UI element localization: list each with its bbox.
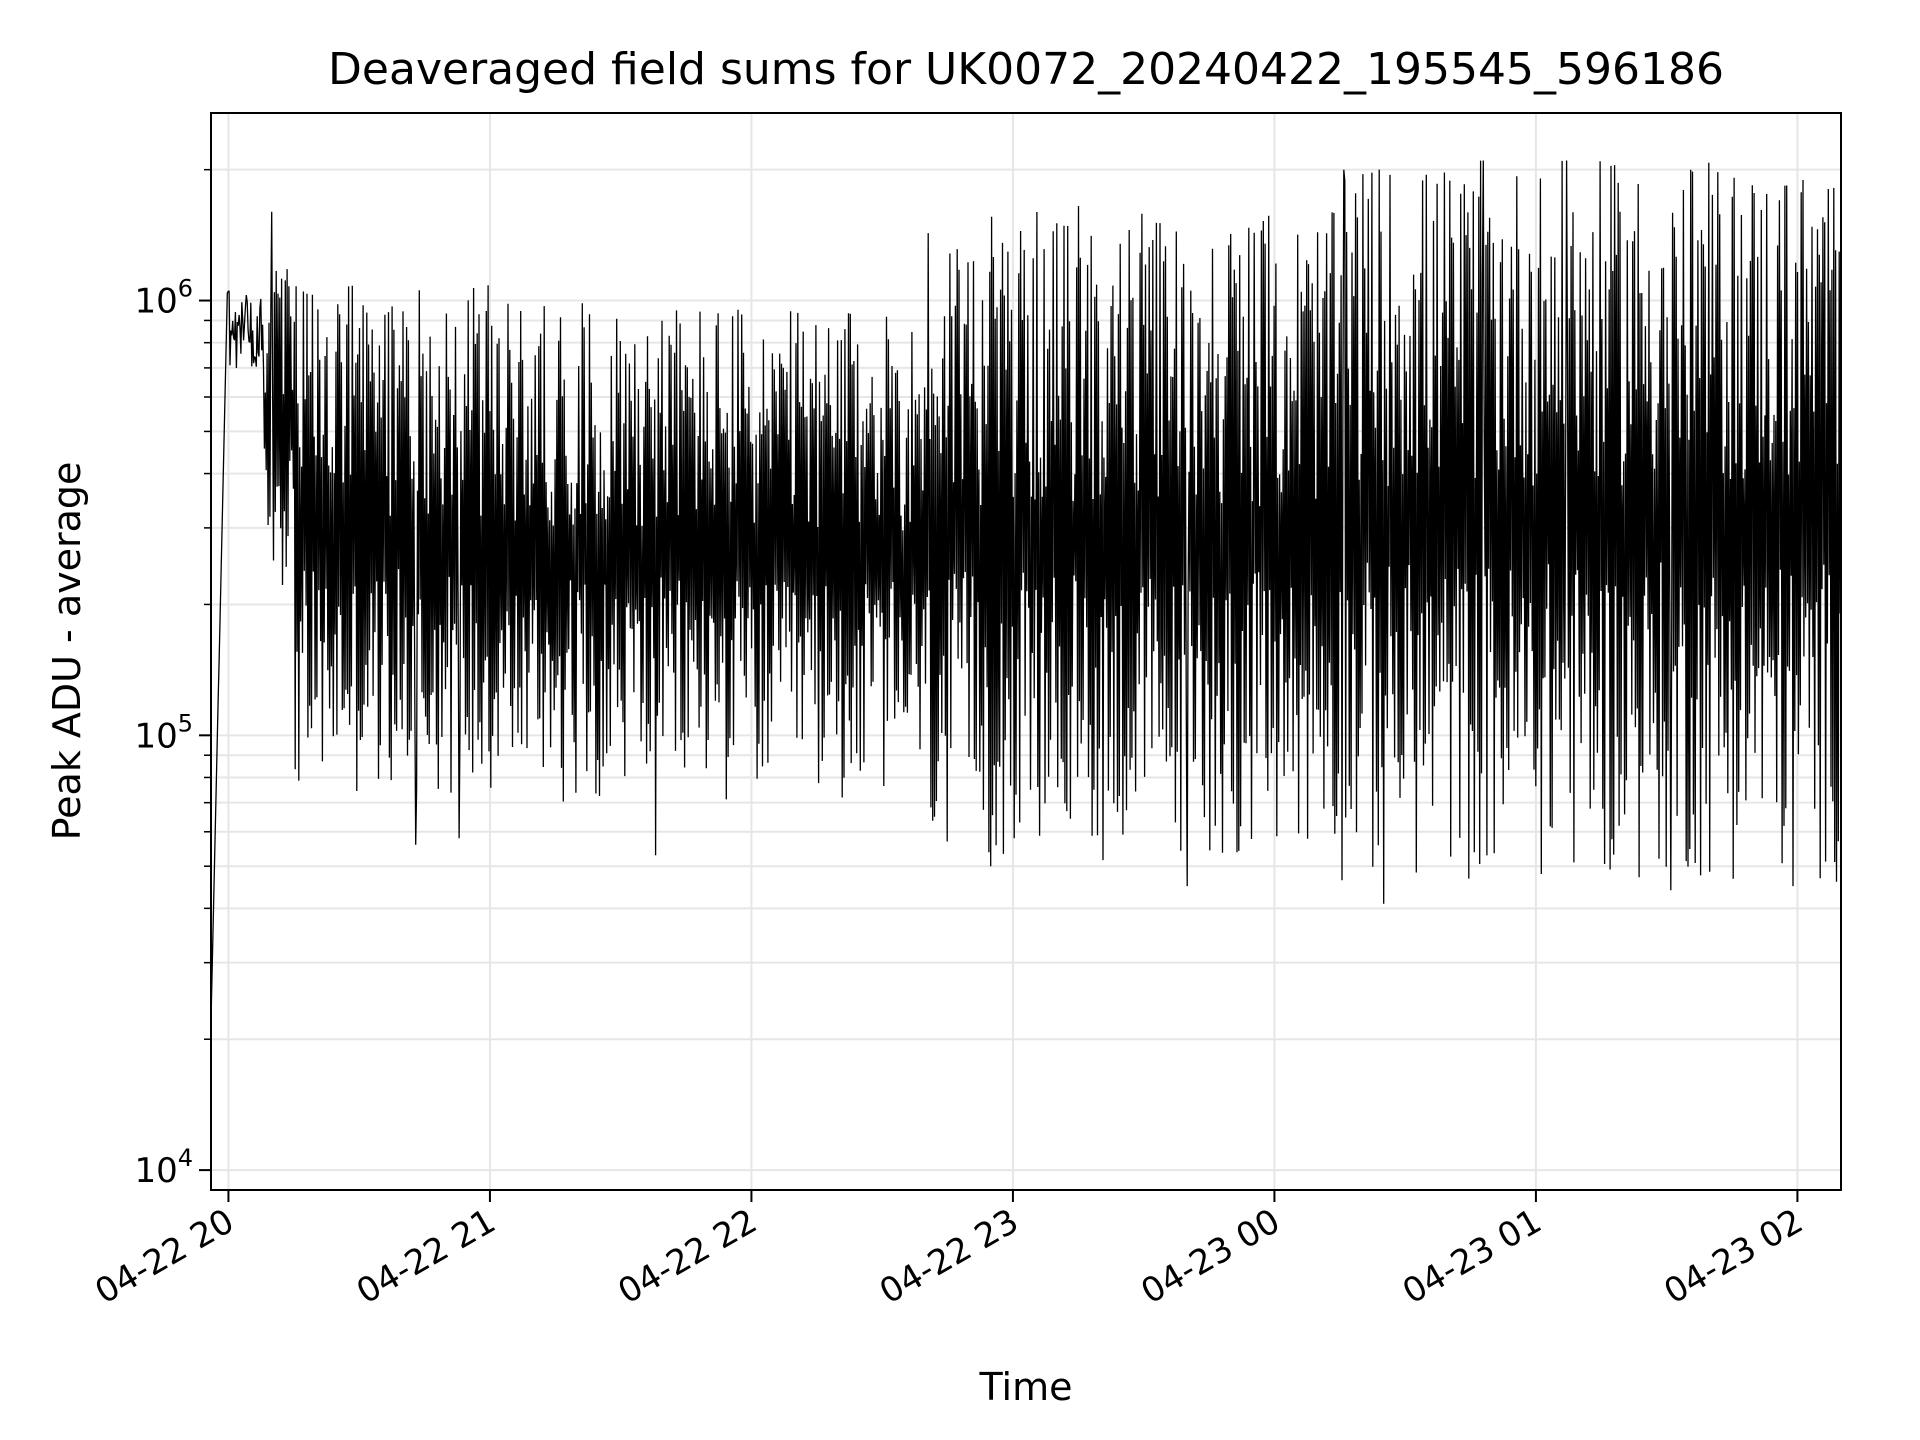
chart-title: Deaveraged field sums for UK0072_2024042… <box>328 44 1724 95</box>
plot-background <box>211 113 1841 1190</box>
y-tick-label: 104 <box>134 1144 193 1191</box>
x-axis-label: Time <box>979 1365 1073 1409</box>
plot-area: 04-22 20 04-22 21 04-22 22 04-22 23 04-23 00… <box>89 112 1842 1312</box>
series-path <box>210 160 1842 1022</box>
plot-frame <box>210 112 1842 1191</box>
y-axis-label: Peak ADU - average <box>45 462 89 841</box>
y-tick-label: 105 <box>134 709 193 756</box>
y-axis: 104 105 106 <box>134 168 211 1191</box>
y-tick-label: 106 <box>134 275 193 322</box>
series-line <box>210 160 1842 1022</box>
